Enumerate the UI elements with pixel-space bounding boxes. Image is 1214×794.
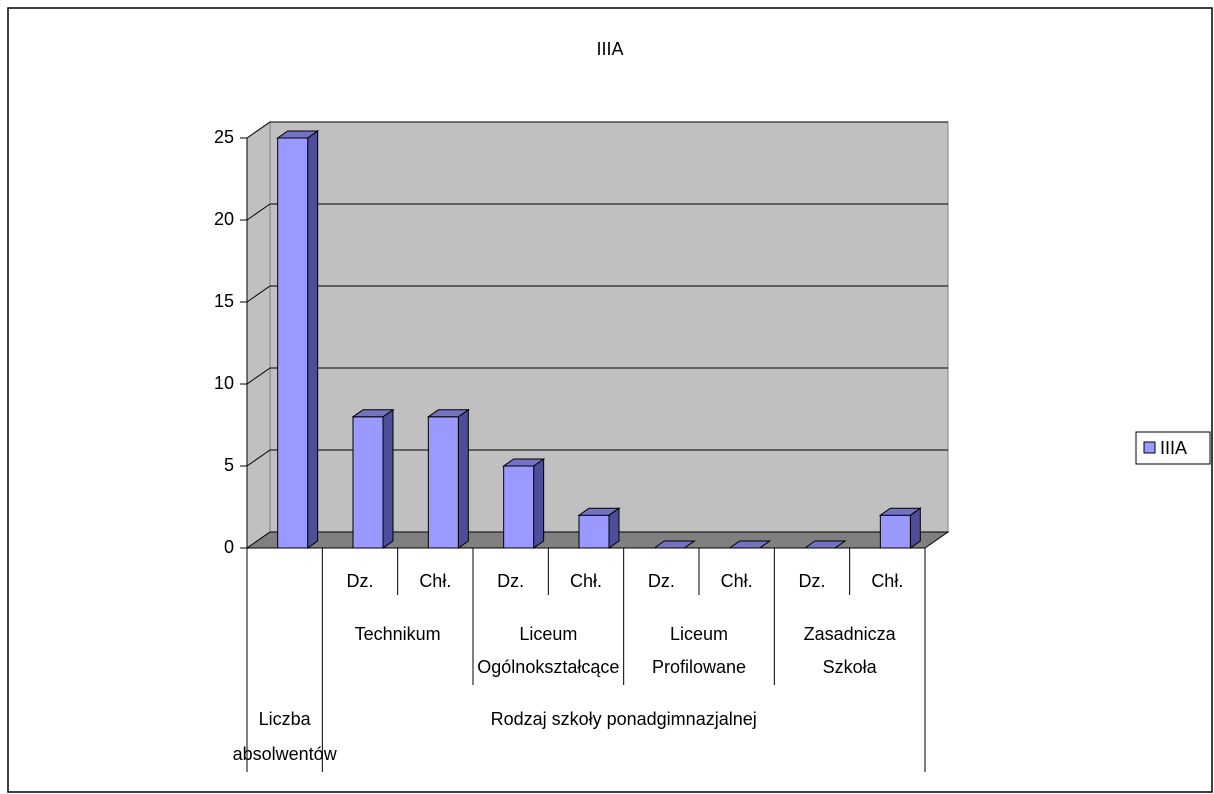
bar [803,540,847,549]
y-tick-label: 5 [224,455,234,475]
bar-front [277,137,309,549]
bar-front [879,514,911,549]
y-tick-label: 10 [214,373,234,393]
bar-top [728,540,772,549]
x-tick-label: Chł. [721,571,753,591]
bar-front [352,416,384,549]
bar [276,130,320,549]
bar [426,408,470,549]
bar [652,540,696,549]
y-tick-label: 20 [214,209,234,229]
group-label: Liczba absolwentów [233,709,338,764]
bar-side [457,408,469,549]
grid-line [246,449,271,467]
y-tick-label: 15 [214,291,234,311]
x-tick-label: Chł. [419,571,451,591]
y-tick-label: 25 [214,127,234,147]
grid-line [246,367,271,385]
x-tick-label: Dz. [497,571,524,591]
x-tick-label: Dz. [799,571,826,591]
subgroup-label: Liceum Profilowane [652,624,746,677]
y-tick-label: 0 [224,537,234,557]
x-tick-label: Dz. [347,571,374,591]
side-wall [246,121,271,549]
grid-line [246,121,271,139]
bar-front [578,514,610,549]
bar-top [351,409,395,418]
grid-line [246,203,271,221]
bar-top [502,458,546,467]
bar-side [307,130,319,549]
subgroup-label: Zasadnicza Szkoła [804,624,897,677]
x-tick-label: Chł. [570,571,602,591]
grid-line [246,285,271,303]
bar-top [803,540,847,549]
bar-top [426,409,470,418]
bar-top [878,507,922,516]
bar [878,507,922,549]
legend-swatch [1143,441,1156,454]
bar-top [577,507,621,516]
x-tick-label: Chł. [871,571,903,591]
bar [502,458,546,549]
x-tick-label: Dz. [648,571,675,591]
bar [728,540,772,549]
subgroup-label: Liceum Ogólnokształcące [477,624,619,677]
bar-top [276,130,320,139]
bar [577,507,621,549]
bar-side [533,458,545,549]
bar-front [427,416,459,549]
chart-title: IIIA [596,39,623,59]
subgroup-label: Technikum [355,624,441,644]
group-label: Rodzaj szkoły ponadgimnazjalnej [491,709,757,729]
bar-side [382,408,394,549]
legend-label: IIIA [1160,438,1187,458]
bar-top [652,540,696,549]
bar [351,408,395,549]
bar-front [503,465,535,549]
